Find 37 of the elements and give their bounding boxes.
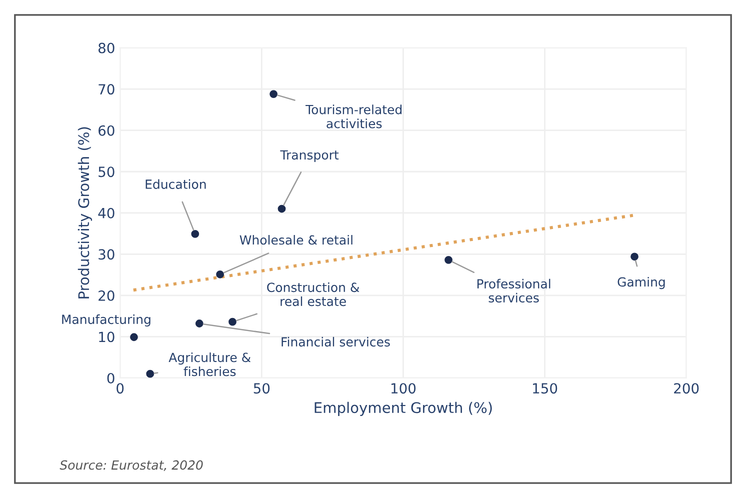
y-tick-label: 50: [98, 166, 114, 178]
x-tick-label: 50: [254, 383, 270, 394]
y-tick-label: 70: [98, 84, 114, 95]
point: [195, 320, 204, 328]
annotation: Transport: [280, 150, 339, 162]
y-axis-title: Productivity Growth (%): [78, 127, 92, 298]
y-tick-label: 0: [107, 372, 114, 384]
point: [630, 252, 638, 261]
y-tick-label: 80: [98, 42, 114, 54]
y-tick-label: 40: [98, 208, 114, 218]
source-note: Source: Eurostat, 2020: [60, 460, 203, 472]
x-axis-title: Employment Growth (%): [314, 402, 492, 416]
point: [444, 256, 452, 264]
annotation: Manufacturing: [62, 314, 150, 327]
annotation: Financial services: [282, 336, 390, 347]
x-tick-label: 150: [533, 383, 558, 394]
annotation: Construction & real estate: [267, 282, 360, 306]
point: [270, 90, 278, 98]
point: [278, 204, 286, 213]
y-tick-label: 30: [98, 249, 114, 260]
annotation: Wholesale & retail: [240, 235, 352, 245]
y-tick-label: 60: [98, 125, 114, 136]
point: [130, 333, 138, 342]
annotation: Agriculture & fisheries: [168, 352, 251, 376]
annotation: Professional services: [477, 278, 550, 303]
point: [191, 230, 200, 238]
point: [216, 270, 224, 278]
x-tick-label: 200: [674, 383, 699, 394]
point: [146, 370, 154, 378]
x-tick-label: 100: [391, 383, 416, 394]
y-tick-label: 20: [98, 290, 114, 301]
x-tick-label: 0: [116, 383, 124, 394]
annotation: Gaming: [618, 276, 665, 290]
annotation: Education: [146, 179, 206, 189]
annotation: Tourism-related activities: [306, 104, 402, 128]
y-tick-label: 10: [99, 332, 114, 342]
point: [228, 318, 236, 326]
